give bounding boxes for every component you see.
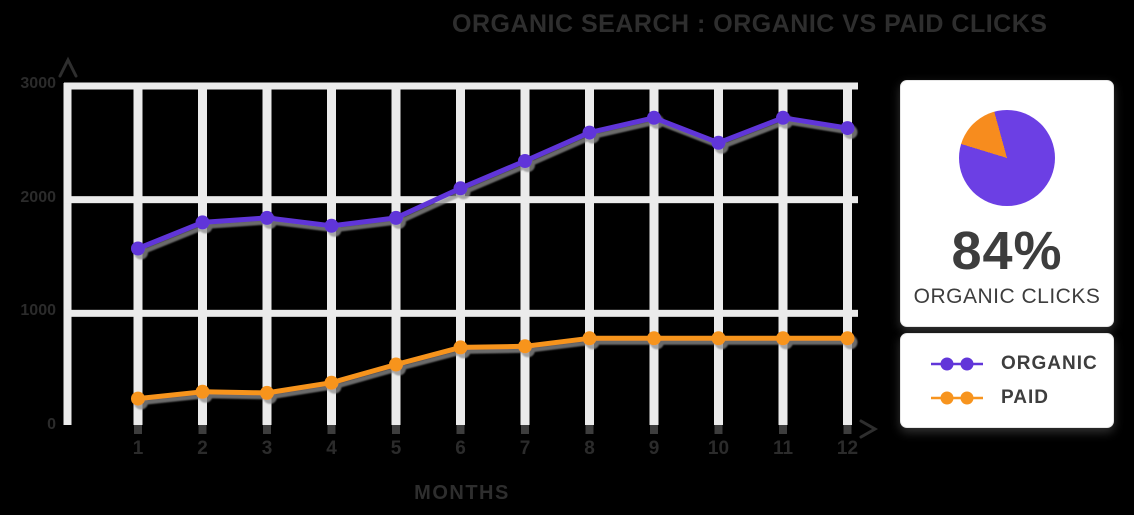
legend-label-paid: PAID <box>1001 387 1049 408</box>
x-tick-label: 10 <box>707 438 730 459</box>
x-tick-label: 1 <box>132 438 144 459</box>
organic-clicks-caption: ORGANIC CLICKS <box>913 285 1101 308</box>
x-tick-label: 4 <box>326 438 337 459</box>
x-tick-label: 5 <box>390 438 402 459</box>
y-tick-label: 2000 <box>20 188 56 206</box>
x-tick-label: 6 <box>455 438 466 459</box>
x-tick-label: 12 <box>836 438 859 459</box>
legend-card: ORGANIC PAID <box>900 333 1114 428</box>
legend-item-paid: PAID <box>929 381 1113 415</box>
organic-percentage: 84% <box>951 221 1063 281</box>
pie-summary-card: 84% ORGANIC CLICKS <box>900 80 1114 327</box>
y-tick-label: 0 <box>47 416 56 433</box>
pie-chart <box>959 110 1055 206</box>
legend-item-organic: ORGANIC <box>929 347 1113 381</box>
y-tick-label: 1000 <box>20 302 56 320</box>
x-tick-label: 9 <box>648 438 660 459</box>
x-tick-label: 8 <box>584 438 595 459</box>
organic-line-marker-icon <box>931 357 983 371</box>
chart-title: ORGANIC SEARCH : ORGANIC VS PAID CLICKS <box>452 10 1048 38</box>
x-tick-label: 7 <box>519 438 531 459</box>
x-tick-label: 2 <box>197 438 208 459</box>
x-axis-title: MONTHS <box>414 482 510 504</box>
x-tick-label: 11 <box>772 438 794 459</box>
legend-label-organic: ORGANIC <box>1001 353 1098 374</box>
x-tick-label: 3 <box>261 438 273 459</box>
y-tick-label: 3000 <box>20 75 56 92</box>
paid-line-marker-icon <box>931 391 983 405</box>
